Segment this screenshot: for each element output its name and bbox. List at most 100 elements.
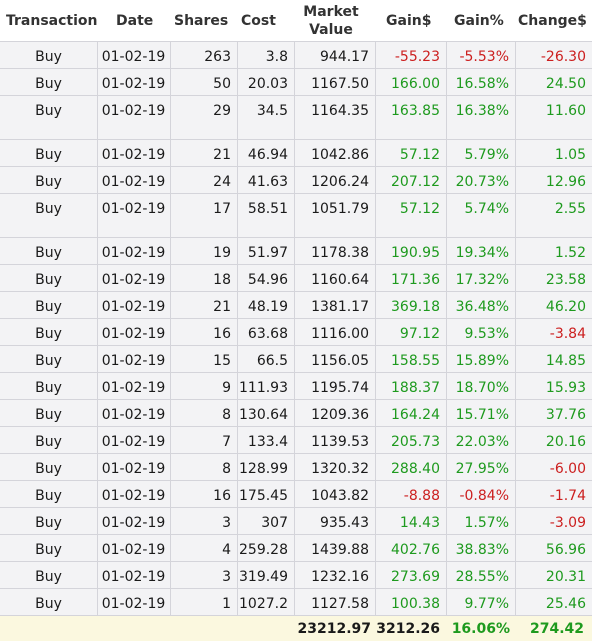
column-divider [97, 346, 98, 373]
total-change-dollar: 274.42 [529, 621, 584, 637]
column-divider [515, 454, 516, 481]
column-divider [97, 535, 98, 562]
cell-transaction: Buy [35, 596, 62, 612]
cell-cost: 130.64 [239, 407, 288, 423]
column-divider [237, 400, 238, 427]
column-divider [375, 292, 376, 319]
column-divider [97, 589, 98, 616]
cell-gain-pct: 20.73% [455, 174, 509, 190]
cell-change-dollar: 12.96 [545, 174, 586, 190]
column-divider [170, 454, 171, 481]
column-divider [294, 265, 295, 292]
total-market-value: 23212.97 [297, 621, 371, 637]
column-divider [97, 292, 98, 319]
cell-change-dollar: 2.55 [554, 201, 586, 217]
cell-gain-pct: 5.74% [464, 201, 509, 217]
cell-date: 01-02-19 [101, 461, 166, 477]
column-divider [446, 69, 447, 96]
column-divider [294, 589, 295, 616]
table-row: Buy 01-02-19 7 133.4 1139.53 205.73 22.03% 20.1… [0, 426, 592, 454]
cell-cost: 319.49 [239, 569, 288, 585]
column-divider [97, 481, 98, 508]
column-divider [170, 562, 171, 589]
column-divider [515, 346, 516, 373]
column-divider [294, 96, 295, 140]
cell-gain-dollar: 205.73 [391, 434, 440, 450]
column-divider [97, 400, 98, 427]
cell-change-dollar: -3.09 [549, 515, 586, 531]
cell-change-dollar: 15.93 [545, 380, 586, 396]
cell-change-dollar: -26.30 [540, 49, 586, 65]
column-divider [375, 589, 376, 616]
table-row: Buy 01-02-19 50 20.03 1167.50 166.00 16.58% 24.… [0, 68, 592, 96]
cell-transaction: Buy [35, 326, 62, 342]
cell-shares: 17 [213, 201, 231, 217]
cell-market-value: 935.43 [320, 515, 369, 531]
column-divider [446, 96, 447, 140]
table-row: Buy 01-02-19 9 111.93 1195.74 188.37 18.70% 15.… [0, 372, 592, 400]
column-divider [294, 400, 295, 427]
column-divider [375, 167, 376, 194]
cell-gain-pct: 28.55% [455, 569, 509, 585]
column-divider [375, 96, 376, 140]
cell-change-dollar: 20.31 [545, 569, 586, 585]
cell-market-value: 1127.58 [311, 596, 369, 612]
column-divider [446, 454, 447, 481]
cell-change-dollar: -6.00 [549, 461, 586, 477]
header-transaction: Transaction [6, 13, 98, 29]
cell-market-value: 1195.74 [311, 380, 369, 396]
column-divider [170, 292, 171, 319]
cell-cost: 54.96 [247, 272, 288, 288]
cell-date: 01-02-19 [101, 272, 166, 288]
cell-change-dollar: 24.50 [545, 76, 586, 92]
cell-change-dollar: 14.85 [545, 353, 586, 369]
column-divider [170, 427, 171, 454]
cell-date: 01-02-19 [101, 488, 166, 504]
column-divider [375, 346, 376, 373]
column-divider [515, 319, 516, 346]
column-divider [515, 140, 516, 167]
column-divider [446, 292, 447, 319]
column-divider [170, 481, 171, 508]
column-divider [170, 140, 171, 167]
column-divider [170, 589, 171, 616]
cell-cost: 46.94 [247, 147, 288, 163]
cell-transaction: Buy [35, 299, 62, 315]
column-divider [170, 96, 171, 140]
header-cost: Cost [241, 13, 276, 29]
table-row: Buy 01-02-19 24 41.63 1206.24 207.12 20.73% 12.… [0, 166, 592, 194]
column-divider [97, 319, 98, 346]
cell-cost: 34.5 [256, 103, 288, 119]
header-gain-dollar: Gain$ [386, 13, 432, 29]
column-divider [515, 96, 516, 140]
column-divider [375, 194, 376, 238]
cell-date: 01-02-19 [101, 326, 166, 342]
column-divider [97, 194, 98, 238]
cell-transaction: Buy [35, 353, 62, 369]
header-market-value-line1: Market [303, 4, 359, 20]
column-divider [237, 535, 238, 562]
cell-shares: 8 [222, 461, 231, 477]
cell-shares: 4 [222, 542, 231, 558]
cell-gain-dollar: 190.95 [391, 245, 440, 261]
column-divider [294, 292, 295, 319]
cell-market-value: 1232.16 [311, 569, 369, 585]
header-date: Date [116, 13, 154, 29]
cell-cost: 48.19 [247, 299, 288, 315]
column-divider [294, 508, 295, 535]
column-divider [237, 562, 238, 589]
cell-gain-pct: 36.48% [455, 299, 509, 315]
column-divider [237, 96, 238, 140]
column-divider [446, 373, 447, 400]
column-divider [237, 454, 238, 481]
cell-transaction: Buy [35, 272, 62, 288]
column-divider [446, 167, 447, 194]
column-divider [515, 427, 516, 454]
cell-transaction: Buy [35, 380, 62, 396]
column-divider [294, 373, 295, 400]
cell-gain-pct: 16.58% [455, 76, 509, 92]
cell-gain-dollar: 164.24 [391, 407, 440, 423]
cell-date: 01-02-19 [101, 596, 166, 612]
cell-market-value: 1160.64 [311, 272, 369, 288]
cell-transaction: Buy [35, 201, 62, 217]
